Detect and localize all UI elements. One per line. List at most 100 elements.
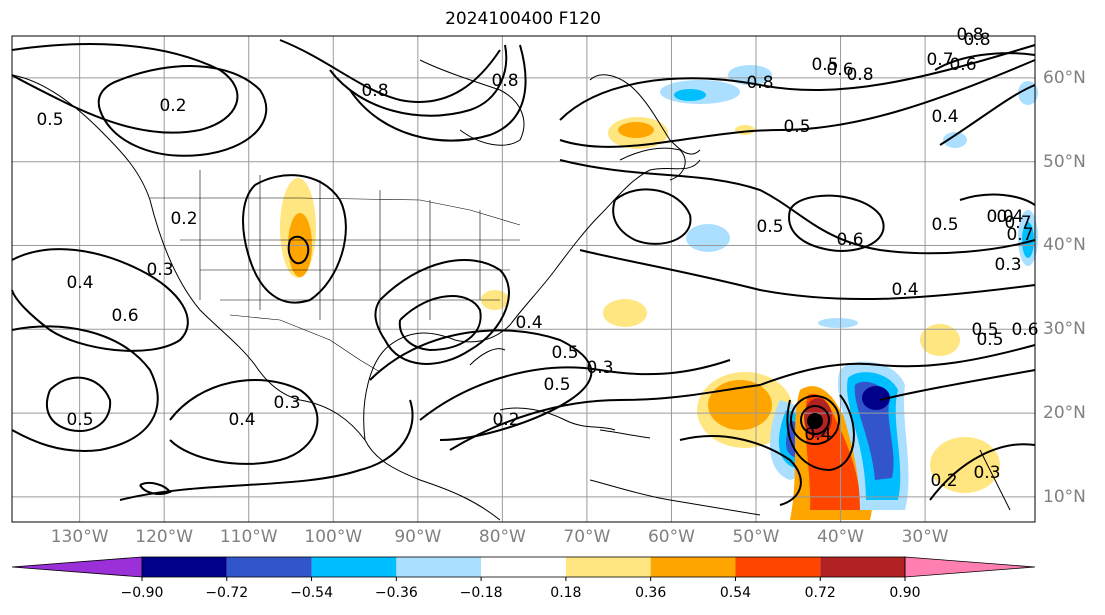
contour-line <box>679 435 802 506</box>
longitude-label: 130°W <box>50 527 109 547</box>
contour-label: 0.8 <box>361 81 388 101</box>
contour-label: 0.4 <box>931 107 958 127</box>
contour-line <box>169 379 319 465</box>
shade-negative-greenland-core <box>674 89 706 101</box>
contour-label: 0.6 <box>1011 320 1038 340</box>
contour-line <box>939 84 1036 146</box>
contour-lines <box>11 39 1036 506</box>
contour-label: 0.5 <box>971 320 998 340</box>
colorbar-segment <box>311 557 397 577</box>
colorbar-segment <box>735 557 821 577</box>
colorbar-tick-label: 0.36 <box>635 585 667 601</box>
gulf-atlantic-coast <box>363 159 701 441</box>
contour-line <box>449 384 761 451</box>
longitude-label: 40°W <box>817 527 865 547</box>
colorbar-tick-label: −0.90 <box>120 585 164 601</box>
shade-negative-ne-edge <box>1018 81 1038 105</box>
latitude-label: 60°N <box>1043 67 1086 88</box>
shade-negative-east-edge-core <box>1022 222 1034 258</box>
contour-label: 0.4 <box>996 207 1023 227</box>
colorbar-segment <box>226 557 312 577</box>
contour-label: 0.5 <box>811 55 838 75</box>
contour-line <box>419 359 731 421</box>
contour-label: 0.3 <box>146 260 173 280</box>
contour-label: 0.0 <box>986 207 1013 227</box>
contour-label: 0.3 <box>586 358 613 378</box>
latitude-label: 40°N <box>1043 235 1086 256</box>
colorbar-segment <box>650 557 736 577</box>
contour-line <box>349 44 527 142</box>
us-mexico-border <box>229 314 381 373</box>
contour-label: 0.5 <box>783 117 810 137</box>
contour-label: 0.6 <box>949 55 976 75</box>
contour-line <box>788 194 885 252</box>
contour-label: 0.5 <box>976 330 1003 350</box>
shade-negative-north <box>728 65 772 85</box>
map-frame <box>11 35 1036 523</box>
colorbar-segment <box>142 557 227 577</box>
colorbar-tick-label: 0.54 <box>719 585 752 601</box>
pacific-coast <box>11 74 501 521</box>
colorbar-tick-label: 0.18 <box>550 585 582 601</box>
longitude-label: 100°W <box>304 527 363 547</box>
contour-line <box>45 376 112 432</box>
shade-negative-ne <box>943 132 967 148</box>
contour-line <box>559 44 1036 121</box>
colorbar-segment <box>820 557 905 577</box>
latitude-label: 20°N <box>1043 403 1086 424</box>
contour-line <box>11 325 159 452</box>
longitude-label: 120°W <box>135 527 194 547</box>
colorbar-tick-label: −0.18 <box>459 585 503 601</box>
state-lines-horizontal <box>180 239 520 301</box>
contour-label: 0.5 <box>756 217 783 237</box>
contour-label: 0.2 <box>170 209 197 229</box>
contour-line <box>800 405 830 435</box>
colorbar-tick-label: −0.54 <box>290 585 333 601</box>
longitude-label: 30°W <box>901 527 949 547</box>
contour-label: 0.4 <box>891 280 918 300</box>
longitude-label: 110°W <box>219 527 278 547</box>
contour-label: 0.8 <box>956 25 983 45</box>
south-america-coast <box>589 479 761 516</box>
contour-label: 0.4 <box>66 273 93 293</box>
coastlines <box>11 59 1011 521</box>
contour-label: 0.3 <box>273 393 300 413</box>
contour-label: 0.5 <box>36 110 63 130</box>
labrador-coast <box>589 74 701 155</box>
colorbar-outline <box>141 556 906 578</box>
contour-line <box>287 235 310 265</box>
contour-label: 0.8 <box>491 71 518 91</box>
graticule <box>12 36 1035 522</box>
cuba <box>499 407 616 431</box>
colorbar-tick-label: −0.36 <box>374 585 418 601</box>
contour-label: 0.8 <box>746 73 773 93</box>
contour-line <box>11 43 239 134</box>
longitude-label: 70°W <box>563 527 611 547</box>
colorbar-tick-label: 0.72 <box>804 585 836 601</box>
colorbar-tick-label: 0.90 <box>889 585 921 601</box>
contour-line <box>279 39 501 103</box>
colorbar-extend-high <box>904 556 1036 578</box>
contour-label: 0.4 <box>515 313 542 333</box>
contour-line <box>559 59 1036 148</box>
florida <box>469 348 506 366</box>
contour-line <box>242 174 347 304</box>
contour-line <box>369 329 593 441</box>
contour-label: 0.6 <box>836 230 863 250</box>
contour-line <box>934 52 1036 71</box>
contour-label: 0.2 <box>492 410 519 430</box>
latitude-label: 30°N <box>1043 319 1086 340</box>
contour-label: 0.7 <box>1004 213 1031 233</box>
contour-labels: 0.20.20.8 0.8 0.80.5 0.40.60.50.40.30.80.70… <box>36 25 1038 491</box>
contour-label: 0.5 <box>931 215 958 235</box>
shade-positive-mid-atlantic <box>920 324 960 356</box>
contour-label: 0.7 <box>1006 225 1033 245</box>
contour-line <box>612 188 692 245</box>
contour-label: 0.2 <box>930 471 957 491</box>
contour-label: 0.3 <box>994 255 1021 275</box>
storm-center-marker <box>807 413 823 429</box>
contour-label: 0.6 <box>111 306 138 326</box>
latitude-label: 50°N <box>1043 151 1086 172</box>
contour-label: 0.5 <box>66 410 93 430</box>
